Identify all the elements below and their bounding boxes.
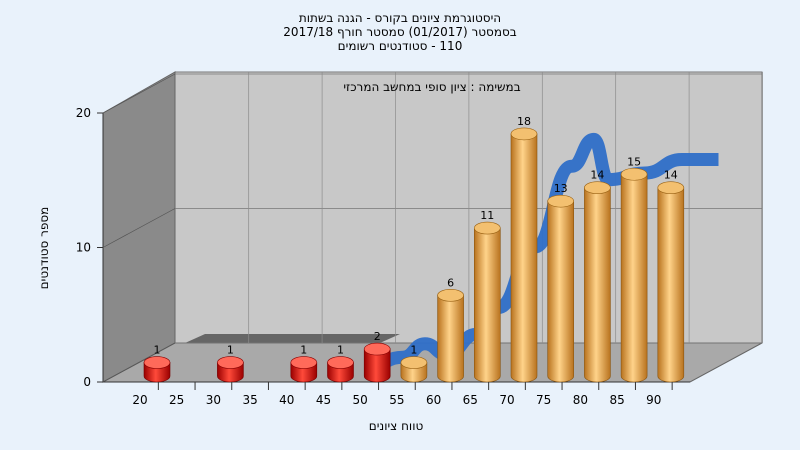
x-tick-label-40: 40: [279, 393, 294, 407]
x-tick-label-50: 50: [353, 393, 368, 407]
bar-top-90: [657, 181, 685, 194]
bar-40: 1: [290, 344, 318, 383]
bar-85: 15: [620, 155, 648, 383]
grid-line-y-left: [102, 208, 176, 248]
bar-50: 2: [363, 330, 391, 383]
chart-subtitle-semester: בסמסטר (01/2017) סמסטר חורף 2017/18: [283, 25, 517, 39]
grid-line-y-left: [102, 73, 176, 114]
chart-left-wall: [102, 71, 176, 383]
data-label-65: 11: [480, 209, 494, 222]
bar-top-85: [620, 167, 648, 181]
data-label-80: 14: [590, 169, 604, 182]
bar-top-65: [473, 221, 501, 235]
x-tick-label-60: 60: [426, 393, 441, 407]
x-tick-label-55: 55: [389, 393, 404, 407]
data-label-50: 2: [374, 330, 381, 343]
x-tick-label-80: 80: [573, 393, 588, 407]
bar-top-20: [143, 356, 171, 369]
chart-title: היסטוגרמת ציונים בקורס - הגנה בשתות: [298, 11, 502, 25]
bar-45: 1: [327, 344, 354, 383]
bar-body-80: [584, 187, 611, 383]
bar-top-50: [363, 342, 391, 356]
x-tick-label-65: 65: [463, 393, 478, 407]
bar-20: 1: [143, 344, 171, 383]
y-tick-label-0: 0: [83, 375, 91, 389]
bar-90: 14: [657, 169, 685, 383]
data-label-60: 6: [447, 276, 454, 289]
x-tick-label-25: 25: [169, 393, 184, 407]
x-tick-label-30: 30: [206, 393, 221, 407]
chart-subtitle-students: 110 - סטודנטים רשומים: [337, 39, 463, 53]
bar-body-85: [620, 173, 648, 383]
x-tick-label-45: 45: [316, 393, 331, 407]
y-tick-label-20: 20: [76, 106, 91, 120]
bar-body-60: [437, 295, 464, 383]
bar-top-75: [547, 194, 575, 208]
data-label-40: 1: [300, 344, 307, 357]
bar-top-45: [327, 356, 354, 369]
bar-body-90: [657, 187, 685, 383]
bar-60: 6: [437, 276, 464, 383]
chart-annotation: במשימה : ציון סופי במחשב המרכזי: [343, 80, 520, 94]
data-label-70: 18: [517, 115, 531, 128]
bar-body-70: [510, 133, 538, 383]
bar-80: 14: [584, 169, 611, 383]
data-label-55: 1: [410, 344, 417, 357]
bar-70: 18: [510, 115, 538, 383]
bar-top-80: [584, 181, 611, 194]
data-label-90: 14: [664, 169, 678, 182]
x-tick-label-90: 90: [646, 393, 661, 407]
bar-body-75: [547, 200, 574, 383]
x-tick-label-20: 20: [132, 393, 147, 407]
y-axis-title: מספר סטודנטים: [37, 207, 51, 290]
bar-top-55: [400, 356, 428, 369]
x-tick-label-70: 70: [499, 393, 514, 407]
data-label-75: 13: [554, 182, 568, 195]
tick-layer: 0 10 20 20 25 30 35 40 45 50 55 60 65 70 75 80 85 90: [76, 106, 673, 407]
bar-body-50: [363, 348, 391, 383]
bar-top-30: [217, 356, 244, 369]
data-label-20: 1: [154, 344, 161, 357]
bar-top-40: [290, 356, 318, 369]
x-tick-label-75: 75: [536, 393, 551, 407]
grid-line-y-left: [102, 342, 176, 383]
x-tick-label-85: 85: [609, 393, 624, 407]
bar-top-60: [437, 288, 464, 302]
bar-75: 13: [547, 182, 575, 383]
bar-55: 1: [400, 344, 428, 383]
bar-top-70: [510, 127, 538, 141]
x-axis-title: טווח ציונים: [369, 419, 424, 433]
data-label-85: 15: [627, 155, 641, 168]
bar-65: 11: [473, 209, 501, 383]
data-label-45: 1: [337, 344, 344, 357]
data-label-30: 1: [227, 344, 234, 357]
x-tick-label-35: 35: [242, 393, 257, 407]
y-tick-label-10: 10: [76, 241, 91, 255]
bar-30: 1: [217, 344, 244, 383]
low-band-strip: [185, 334, 400, 343]
bar-body-65: [474, 227, 501, 383]
